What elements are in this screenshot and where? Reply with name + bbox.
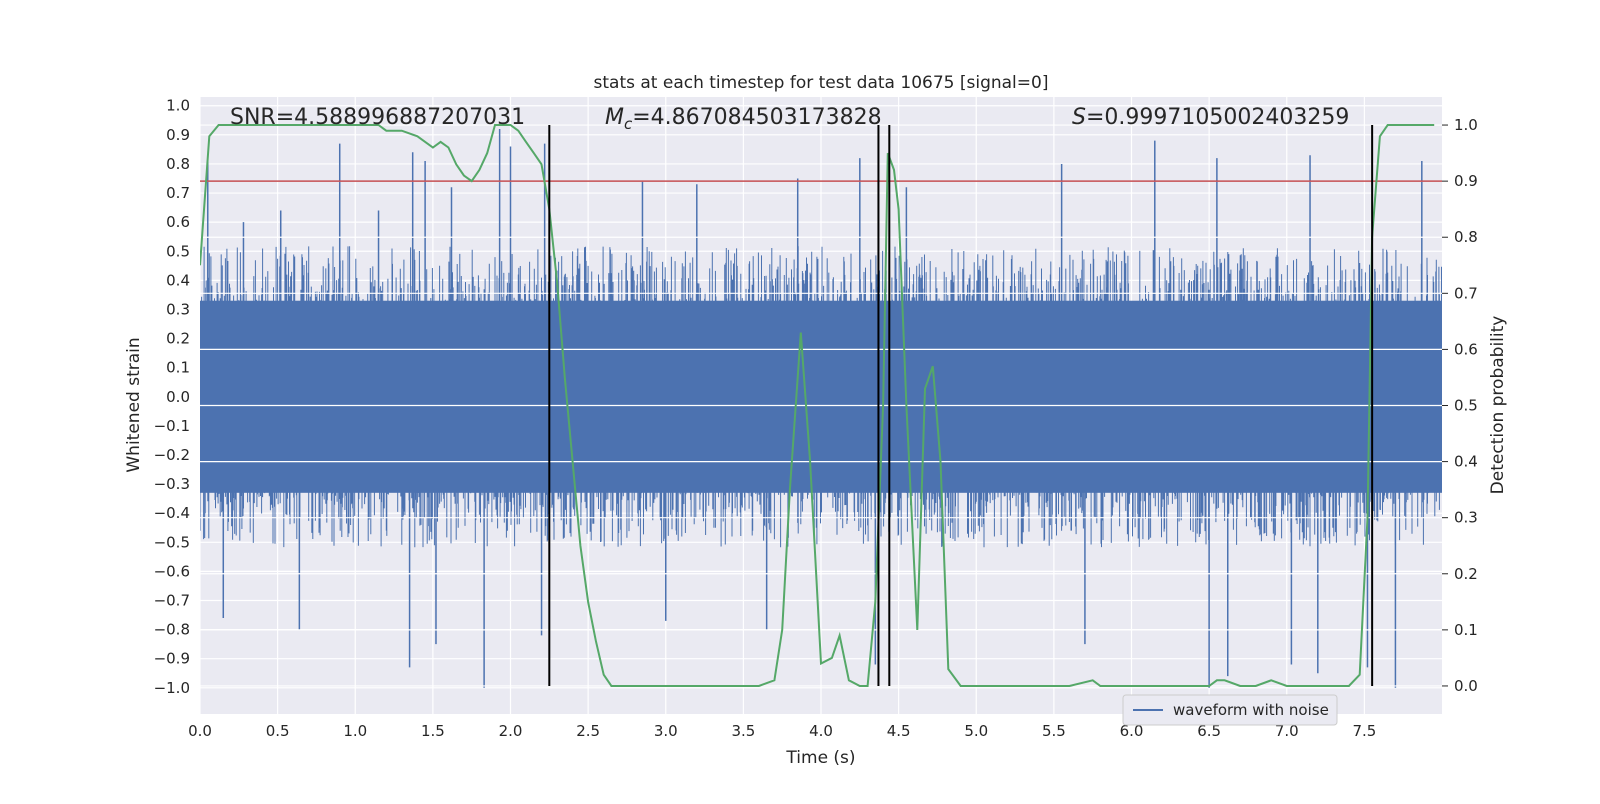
chirp-mass-annotation: Mc=4.867084503173828	[605, 105, 882, 133]
x-tick-label: 6.0	[1120, 722, 1144, 740]
y-right-tick-label: 1.0	[1454, 116, 1478, 134]
s-annotation: S=0.9997105002403259	[1072, 105, 1349, 130]
overlay-layer	[200, 124, 1442, 687]
x-tick-label: 1.5	[421, 722, 445, 740]
legend-box	[1122, 694, 1338, 726]
y-left-tick-label: 0.3	[166, 300, 190, 318]
y-left-tick-label: 0.8	[166, 155, 190, 173]
legend: waveform with noise	[1122, 694, 1338, 726]
y-left-tick-label: −0.8	[154, 621, 190, 639]
x-tick-label: 3.0	[654, 722, 678, 740]
y-left-tick-label: 0.7	[166, 184, 190, 202]
y-right-tick-label: 0.0	[1454, 677, 1478, 695]
y-left-tick-label: 1.0	[166, 97, 190, 115]
chart-title: stats at each timestep for test data 106…	[594, 73, 1049, 93]
y-left-tick-label: −0.4	[154, 504, 190, 522]
y-right-tick-label: 0.3	[1454, 509, 1478, 527]
x-tick-label: 0.5	[266, 722, 290, 740]
x-tick-label: 2.5	[576, 722, 600, 740]
y-left-tick-label: −0.9	[154, 650, 190, 668]
x-tick-label: 5.5	[1042, 722, 1066, 740]
y-left-tick-label: −0.1	[154, 417, 190, 435]
x-tick-label: 4.0	[809, 722, 833, 740]
x-tick-label: 5.0	[964, 722, 988, 740]
y-right-tick-label: 0.5	[1454, 397, 1478, 415]
y-left-tick-label: −0.3	[154, 475, 190, 493]
chirp-mass-subscript: c	[624, 115, 633, 133]
y-left-tick-label: −0.2	[154, 446, 190, 464]
chirp-mass-value: =4.867084503173828	[632, 105, 881, 130]
y-left-tick-label: −0.5	[154, 533, 190, 551]
x-tick-label: 4.5	[887, 722, 911, 740]
x-tick-label: 7.5	[1352, 722, 1376, 740]
probability-line	[200, 124, 1435, 687]
axes: 0.0 0.5 1.0 1.5 2.0 2.5 3.0 3.5 4.0 4.5 5.0 5.5 6.0 6…	[154, 97, 1478, 740]
probability-series	[200, 124, 1435, 687]
y-right-tick-label: 0.6	[1454, 340, 1478, 358]
chirp-mass-symbol: M	[605, 105, 624, 130]
waveform-series	[200, 129, 1442, 688]
legend-label-waveform: waveform with noise	[1173, 701, 1329, 719]
y-right-tick-label: 0.2	[1454, 565, 1478, 583]
y-left-tick-label: 0.1	[166, 359, 190, 377]
y-right-tick-label: 0.8	[1454, 228, 1478, 246]
y-axis-right-label: Detection probability	[1488, 316, 1508, 495]
y-left-tick-label: −0.7	[154, 591, 190, 609]
y-right-tick-label: 0.4	[1454, 453, 1478, 471]
vertical-markers	[548, 125, 1374, 686]
y-right-tick-label: 0.7	[1454, 284, 1478, 302]
s-symbol: S	[1072, 105, 1086, 130]
y-left-tick-label: 0.6	[166, 213, 190, 231]
snr-annotation: SNR=4.588996887207031	[230, 105, 525, 130]
y-left-tick-label: −0.6	[154, 562, 190, 580]
y-right-tick-label: 0.1	[1454, 621, 1478, 639]
y-left-tick-label: 0.4	[166, 271, 190, 289]
y-left-tick-label: 0.0	[166, 388, 190, 406]
waveform-core	[200, 300, 1442, 493]
y-left-tick-label: 0.2	[166, 330, 190, 348]
y-right-tick-label: 0.9	[1454, 172, 1478, 190]
s-value: =0.9997105002403259	[1086, 105, 1349, 130]
x-tick-label: 6.5	[1197, 722, 1221, 740]
x-tick-label: 1.0	[343, 722, 367, 740]
y-axis-left-label: Whitened strain	[124, 337, 144, 472]
x-tick-label: 2.0	[499, 722, 523, 740]
x-axis-label: Time (s)	[785, 748, 855, 768]
x-tick-label: 0.0	[188, 722, 212, 740]
x-tick-label: 7.0	[1275, 722, 1299, 740]
y-left-tick-label: 0.9	[166, 126, 190, 144]
y-left-tick-label: 0.5	[166, 242, 190, 260]
x-tick-label: 3.5	[731, 722, 755, 740]
y-left-tick-label: −1.0	[154, 679, 190, 697]
